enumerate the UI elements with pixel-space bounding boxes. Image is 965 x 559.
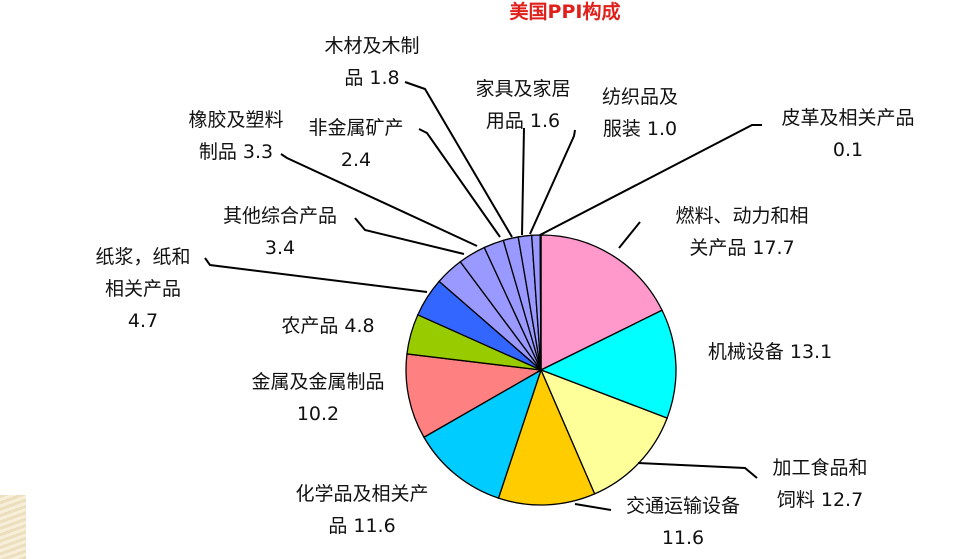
slice-label-line: 11.6 xyxy=(662,527,704,549)
slice-label-line: 饲料 12.7 xyxy=(777,489,863,511)
slice-label-line: 其他综合产品 xyxy=(223,205,337,227)
slice-label: 皮革及相关产品 0.1 xyxy=(781,107,914,161)
pie-slice xyxy=(539,309,677,419)
slice-label-line: 机械设备 13.1 xyxy=(708,341,832,363)
slice-label-line: 橡胶及塑料 xyxy=(188,109,283,131)
slice-label: 家具及家居用品 1.6 xyxy=(475,78,570,132)
leader-line xyxy=(404,81,513,238)
leader-line xyxy=(637,462,758,479)
slice-label: 纸浆，纸和相关产品 4.7 xyxy=(95,246,190,332)
pie-slices xyxy=(405,234,677,506)
slice-label-line: 农产品 4.8 xyxy=(281,315,374,337)
slice-label-line: 化学品及相关产 xyxy=(295,483,428,505)
slice-label-line: 3.4 xyxy=(265,237,295,259)
pie-slice xyxy=(423,368,543,499)
slice-label-line: 木材及木制 xyxy=(324,35,419,57)
slice-label: 加工食品和饲料 12.7 xyxy=(772,457,867,511)
slice-labels: 燃料、动力和相关产品 17.7 机械设备 13.1 加工食品和饲料 12.7 交通运输… xyxy=(95,35,914,549)
slice-label-line: 2.4 xyxy=(341,149,371,171)
slice-label-line: 0.1 xyxy=(833,139,863,161)
slice-label-line: 关产品 17.7 xyxy=(689,237,794,259)
leader-line xyxy=(521,127,525,236)
leader-line xyxy=(354,217,465,255)
slice-label-line: 10.2 xyxy=(297,403,339,425)
chart-title: 美国PPI构成 xyxy=(510,0,621,23)
leader-line xyxy=(529,129,576,235)
leader-line xyxy=(618,221,641,249)
leader-line xyxy=(280,153,478,247)
slice-label: 纺织品及服装 1.0 xyxy=(602,86,678,140)
pie-slice xyxy=(497,368,596,506)
slice-label-line: 品 11.6 xyxy=(328,515,395,537)
slice-label-line: 相关产品 xyxy=(105,278,181,300)
pie-slice xyxy=(405,353,544,439)
slice-label-line: 非金属矿产 xyxy=(308,117,403,139)
leader-lines xyxy=(204,81,762,511)
leader-line xyxy=(539,124,762,236)
slice-label: 橡胶及塑料制品 3.3 xyxy=(188,109,283,163)
slice-label-line: 用品 1.6 xyxy=(486,110,560,132)
slice-label-line: 金属及金属制品 xyxy=(251,371,384,393)
slice-label: 金属及金属制品 10.2 xyxy=(251,371,384,425)
slice-label-line: 服装 1.0 xyxy=(603,118,677,140)
slice-label-line: 家具及家居 xyxy=(475,78,570,100)
leader-line xyxy=(418,128,501,238)
slice-label-line: 交通运输设备 xyxy=(626,495,740,517)
slice-label-line: 4.7 xyxy=(128,310,158,332)
slice-label: 燃料、动力和相关产品 17.7 xyxy=(675,205,808,259)
slice-label-line: 纸浆，纸和 xyxy=(95,246,190,268)
slice-label: 其他综合产品 3.4 xyxy=(223,205,337,259)
slice-label-line: 品 1.8 xyxy=(344,67,399,89)
background-texture xyxy=(0,495,26,559)
slice-label-line: 皮革及相关产品 xyxy=(781,107,914,129)
slice-label-line: 加工食品和 xyxy=(772,457,867,479)
slice-label: 农产品 4.8 xyxy=(281,315,374,337)
slice-label: 木材及木制品 1.8 xyxy=(324,35,419,89)
slice-label: 化学品及相关产品 11.6 xyxy=(295,483,428,537)
leader-line xyxy=(574,503,612,511)
slice-label-line: 制品 3.3 xyxy=(199,141,273,163)
slice-label-line: 纺织品及 xyxy=(602,86,678,108)
slice-label: 机械设备 13.1 xyxy=(708,341,832,363)
slice-label: 非金属矿产 2.4 xyxy=(308,117,403,171)
leader-line xyxy=(204,257,428,293)
slice-label-line: 燃料、动力和相 xyxy=(675,205,808,227)
pie-slice xyxy=(539,234,542,371)
pie-slice xyxy=(540,234,663,372)
slice-label: 交通运输设备 11.6 xyxy=(626,495,740,549)
